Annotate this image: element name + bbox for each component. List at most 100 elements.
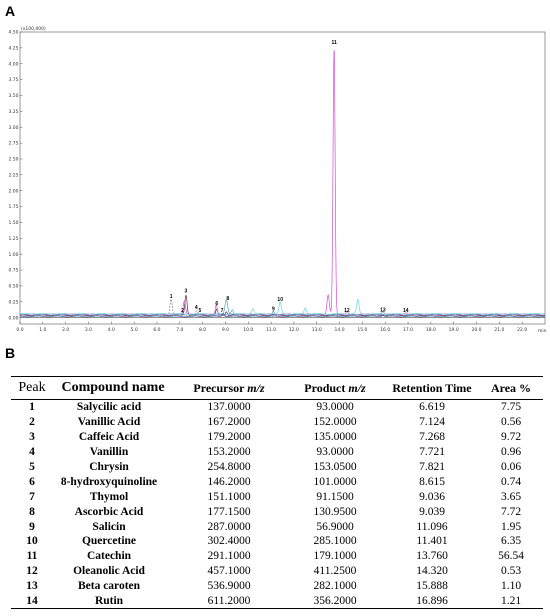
cell-product-mz: 130.9500 <box>313 505 357 518</box>
series-line <box>19 298 546 315</box>
y-tick-label: 3.75 <box>8 77 18 83</box>
table-row: 13 Beta caroten 536.9000 282.1000 15.888 1.10 <box>11 579 543 594</box>
x-tick-label: 1.0 <box>39 327 46 333</box>
panel-label-a: A <box>5 3 16 19</box>
series-line <box>19 313 546 318</box>
cell-precursor-mz: 291.1000 <box>207 550 251 563</box>
cell-retention-time: 15.888 <box>416 580 448 593</box>
y-tick-label: 0.50 <box>8 284 18 290</box>
header-product-mz: m/z <box>348 380 366 395</box>
cell-precursor-mz: 254.8000 <box>207 461 251 473</box>
y-tick-label: 3.00 <box>8 125 18 131</box>
cell-retention-time: 7.821 <box>419 461 445 473</box>
header-area: Area % <box>490 380 532 395</box>
cell-retention-time: 7.268 <box>419 431 445 444</box>
x-tick-label: 10.0 <box>243 327 253 333</box>
peak-label: 11 <box>331 40 337 46</box>
axes: 0.00 0.25 0.50 0.75 1.00 1.25 1.50 1.75 2.00 2.25… <box>8 30 545 333</box>
cell-peak: 8 <box>29 505 35 518</box>
cell-compound-name: Ascorbic Acid <box>74 505 144 518</box>
y-tick-label: 2.50 <box>8 157 18 163</box>
peak-label: 2 <box>181 308 184 314</box>
cell-area: 3.65 <box>500 490 522 503</box>
cell-peak: 3 <box>29 431 35 444</box>
cell-product-mz: 153.0500 <box>313 461 357 473</box>
header-product-text: Product <box>304 380 349 395</box>
peak-label: 1 <box>170 294 173 300</box>
cell-precursor-mz: 177.1500 <box>207 505 251 518</box>
x-tick-label: 16.0 <box>380 327 390 333</box>
cell-product-mz: 152.0000 <box>313 416 357 429</box>
cell-retention-time: 13.760 <box>416 550 448 563</box>
peak-label: 3 <box>185 288 188 294</box>
y-multiplier-label: (x100,000) <box>21 26 46 32</box>
cell-compound-name: Catechin <box>86 550 132 563</box>
x-tick-label: 17.0 <box>403 327 413 333</box>
x-tick-label: 21.0 <box>494 327 504 333</box>
cell-product-mz: 101.0000 <box>313 475 357 488</box>
y-tick-label: 2.25 <box>8 172 18 178</box>
cell-product-mz: 56.9000 <box>316 520 354 533</box>
x-tick-label: 12.0 <box>289 327 299 333</box>
table-row: 12 Oleanolic Acid 457.1000 411.2500 14.320 0.… <box>11 564 543 579</box>
y-tick-label: 1.50 <box>8 220 18 226</box>
cell-peak: 4 <box>29 446 35 459</box>
cell-retention-time: 8.615 <box>419 475 445 488</box>
x-tick-label: 19.0 <box>449 327 459 333</box>
header-peak: Peak <box>18 380 46 395</box>
cell-peak: 11 <box>26 550 38 563</box>
x-tick-label: 2.0 <box>62 327 69 333</box>
cell-precursor-mz: 536.9000 <box>207 580 251 593</box>
y-tick-label: 2.00 <box>8 188 18 194</box>
cell-peak: 14 <box>26 595 38 608</box>
y-tick-label: 1.25 <box>8 236 18 242</box>
cell-compound-name: Caffeic Acid <box>78 431 140 444</box>
header-precursor-text: Precursor <box>193 380 248 395</box>
cell-product-mz: 356.2000 <box>313 595 357 608</box>
cell-retention-time: 11.096 <box>416 520 448 533</box>
x-tick-label: 22.0 <box>517 327 527 333</box>
cell-product-mz: 135.0000 <box>313 431 357 444</box>
cell-area: 7.72 <box>500 505 522 518</box>
cell-precursor-mz: 151.1000 <box>207 490 251 503</box>
cell-product-mz: 91.1500 <box>316 490 354 503</box>
table-row: 11 Catechin 291.1000 179.1000 13.760 56.54 <box>11 549 543 564</box>
table-row: 14 Rutin 611.2000 356.2000 16.896 1.21 <box>11 594 543 609</box>
table-row: 4 Vanillin 153.2000 93.0000 7.721 0.96 <box>11 445 543 460</box>
cell-precursor-mz: 167.2000 <box>207 416 251 429</box>
x-tick-label: 11.0 <box>266 327 276 333</box>
cell-product-mz: 93.0000 <box>316 401 354 414</box>
x-tick-label: 9.0 <box>222 327 229 333</box>
cell-area: 7.75 <box>500 401 522 414</box>
y-tick-label: 3.50 <box>8 93 18 99</box>
cell-retention-time: 9.036 <box>419 490 445 503</box>
y-tick-label: 3.25 <box>8 109 18 115</box>
table-row: 3 Caffeic Acid 179.2000 135.0000 7.268 9.72 <box>11 430 543 445</box>
peak-label: 10 <box>277 297 283 303</box>
cell-precursor-mz: 179.2000 <box>207 431 251 444</box>
cell-peak: 5 <box>29 461 35 473</box>
table-row: 2 Vanillic Acid 167.2000 152.0000 7.124 0.56 <box>11 415 543 430</box>
compound-table-container: Peak Compound name Precursor m/z Product… <box>11 376 543 609</box>
cell-area: 1.10 <box>500 580 522 593</box>
x-unit-label: min <box>538 328 547 334</box>
x-tick-label: 7.0 <box>176 327 183 333</box>
cell-precursor-mz: 146.2000 <box>207 475 251 488</box>
cell-product-mz: 282.1000 <box>313 580 357 593</box>
cell-precursor-mz: 457.1000 <box>207 565 251 578</box>
y-tick-label: 0.25 <box>8 299 18 305</box>
cell-area: 1.95 <box>500 520 522 533</box>
cell-peak: 2 <box>29 416 35 429</box>
cell-precursor-mz: 302.4000 <box>207 535 251 548</box>
table-header-row: Peak Compound name Precursor m/z Product… <box>11 376 543 400</box>
table-row: 8 Ascorbic Acid 177.1500 130.9500 9.039 7.72 <box>11 504 543 519</box>
peak-label: 12 <box>344 308 350 314</box>
cell-peak: 13 <box>26 580 38 593</box>
cell-retention-time: 14.320 <box>416 565 448 578</box>
x-tick-label: 20.0 <box>472 327 482 333</box>
cell-compound-name: Salycilic acid <box>76 401 142 414</box>
cell-retention-time: 9.039 <box>419 505 445 518</box>
series-traces <box>19 50 546 318</box>
y-tick-label: 4.00 <box>8 61 18 67</box>
